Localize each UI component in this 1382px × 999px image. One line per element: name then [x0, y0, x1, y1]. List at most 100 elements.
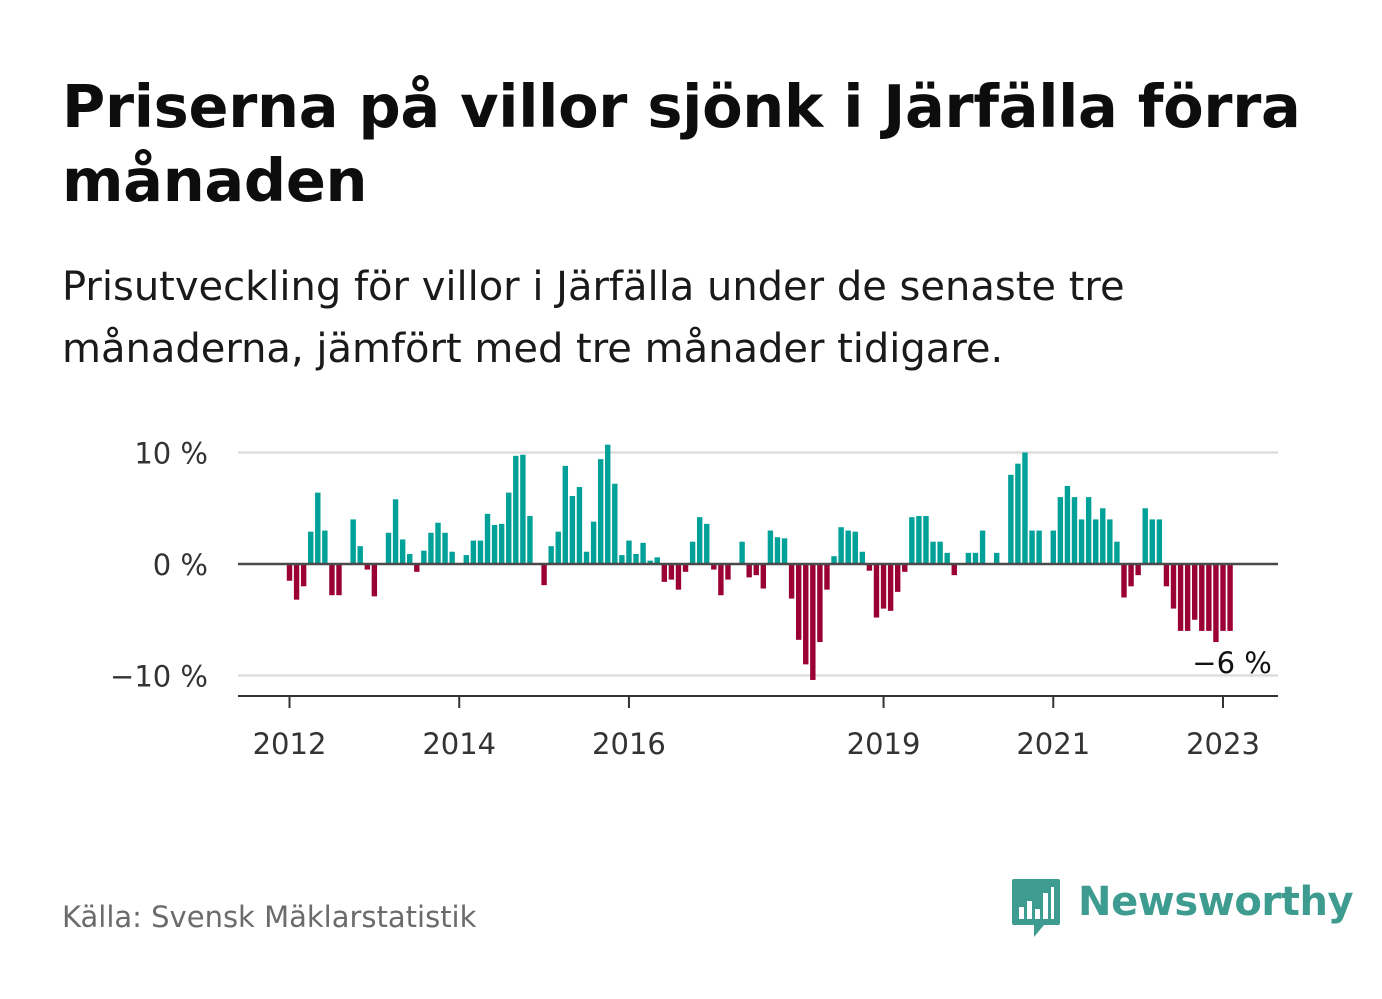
- x-tick-label: 2012: [253, 727, 327, 761]
- y-tick-label: 10 %: [134, 437, 208, 471]
- chart-bar: [300, 564, 307, 587]
- chart-bar: [371, 564, 378, 597]
- chart-bar: [612, 483, 618, 564]
- y-gridlines: [238, 451, 1278, 677]
- x-tick-label: 2014: [422, 727, 496, 761]
- chart-bar: [824, 564, 830, 590]
- brand-name[interactable]: Newsworthy: [1078, 879, 1354, 925]
- chart-bar: [562, 465, 569, 564]
- chart-bar: [1163, 564, 1170, 587]
- chart-bar: [1029, 530, 1035, 564]
- chart-bar: [477, 540, 484, 565]
- chart-bar: [753, 564, 759, 576]
- y-tick-label: −10 %: [110, 660, 208, 694]
- chart-bar: [1100, 508, 1106, 564]
- x-tick-label: 2016: [592, 727, 666, 761]
- chart-bar: [392, 499, 399, 564]
- chart-bar: [1192, 564, 1198, 620]
- chart-bar: [902, 564, 908, 572]
- chart-bar: [951, 564, 957, 576]
- chart-bar: [654, 557, 660, 564]
- chart-bar: [689, 541, 696, 564]
- chart-bar: [484, 513, 491, 565]
- chart-bar: [696, 517, 703, 564]
- y-tick-labels: 10 % 0 % −10 %: [110, 437, 208, 694]
- chart-bar: [1114, 541, 1120, 564]
- chart-bar: [923, 516, 929, 564]
- chart-bar: [1093, 519, 1099, 564]
- chart-bar: [994, 552, 1000, 564]
- y-tick-label: 0 %: [153, 548, 208, 582]
- chart-bar: [930, 541, 936, 564]
- chart-bar: [894, 564, 901, 592]
- chart-bars: [286, 444, 1233, 680]
- chart-bar: [1206, 564, 1212, 631]
- chart-bar: [1135, 564, 1141, 576]
- chart-bar: [746, 564, 752, 578]
- chart-bar: [590, 521, 597, 564]
- chart-bar: [435, 522, 441, 565]
- page-title: Priserna på villor sjönk i Järfälla förr…: [62, 72, 1301, 215]
- newsworthy-logo-icon: [1012, 879, 1060, 937]
- chart-bar: [1064, 485, 1071, 564]
- chart-bar: [555, 531, 561, 564]
- chart-bar: [541, 564, 547, 586]
- chart-bar: [1156, 519, 1163, 564]
- chart-bar: [399, 539, 406, 564]
- chart-bar: [329, 564, 335, 596]
- chart-bar: [1227, 564, 1233, 631]
- chart-bar: [1149, 519, 1155, 564]
- chart-bar: [463, 555, 469, 564]
- chart-bar: [491, 524, 498, 564]
- chart-bar: [845, 530, 851, 564]
- chart-bar: [1036, 530, 1042, 564]
- x-tick-label: 2023: [1186, 727, 1260, 761]
- chart-bar: [428, 532, 434, 564]
- chart-bar: [788, 564, 795, 599]
- chart-bar: [1199, 564, 1205, 631]
- brand-logo[interactable]: Newsworthy: [1010, 877, 1354, 941]
- chart-bar: [364, 564, 370, 570]
- chart-bar: [1170, 564, 1177, 609]
- chart-bar: [880, 564, 887, 609]
- chart-bar: [803, 564, 809, 665]
- chart-bar: [979, 530, 986, 564]
- x-tick-label: 2019: [847, 727, 921, 761]
- chart-bar: [647, 560, 653, 564]
- chart-bar: [350, 519, 356, 564]
- chart-bar: [1022, 452, 1028, 564]
- chart-bar: [407, 553, 413, 565]
- chart-bar: [1071, 497, 1078, 564]
- chart-bar: [286, 564, 293, 581]
- chart-bar: [1008, 474, 1014, 564]
- chart-bar: [1085, 497, 1092, 564]
- chart-bar: [838, 527, 844, 565]
- chart-bar: [704, 523, 710, 564]
- chart-bar: [583, 551, 590, 565]
- chart-bar: [1107, 519, 1113, 564]
- chart-bar: [414, 564, 420, 572]
- chart-bar: [859, 551, 866, 565]
- chart-bar: [520, 454, 526, 564]
- chart-bar: [640, 542, 646, 564]
- chart-bar: [711, 564, 717, 570]
- chart-bar: [293, 564, 300, 600]
- chart-bar: [308, 531, 314, 564]
- chart-bar: [852, 531, 858, 564]
- chart-bar: [385, 532, 392, 564]
- chart-bar: [965, 552, 972, 564]
- chart-bar: [795, 564, 802, 640]
- chart-bar: [1213, 564, 1219, 643]
- chart-bar: [322, 530, 328, 564]
- chart-bar: [576, 487, 583, 564]
- chart-bar: [315, 492, 321, 564]
- chart-bar: [1078, 519, 1085, 564]
- chart-bar: [633, 553, 639, 565]
- chart-bar: [498, 523, 505, 564]
- chart-bar: [513, 455, 519, 565]
- chart-bar: [887, 564, 894, 611]
- chart-bar: [605, 444, 611, 564]
- chart-bar: [972, 552, 979, 564]
- last-value-label: −6 %: [1192, 646, 1272, 680]
